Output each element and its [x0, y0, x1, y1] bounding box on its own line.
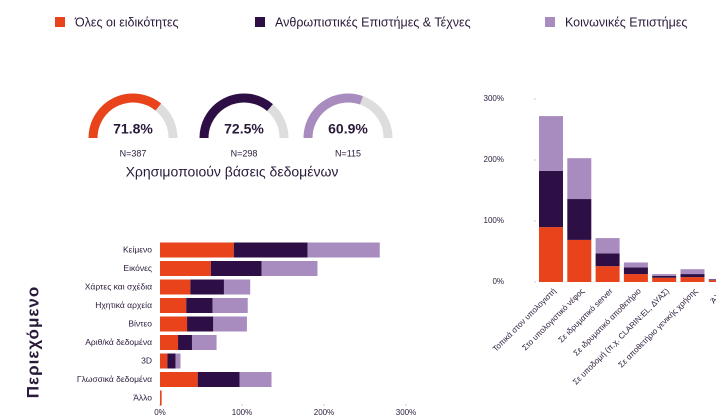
x-tick-label: 0% [154, 408, 166, 417]
bar-segment [652, 277, 677, 282]
bar-segment [160, 372, 198, 387]
axis-label: Περιεχόμενο [23, 286, 42, 399]
gauge-caption: Χρησιμοποιούν βάσεις δεδομένων [126, 164, 339, 180]
bar-segment [623, 267, 648, 275]
gauge-fill [88, 93, 162, 139]
bar-segment [567, 239, 592, 282]
category-label: Εικόνες [123, 263, 152, 273]
bar-segment [190, 279, 224, 295]
bar-segment [233, 242, 308, 258]
bar-segment [680, 277, 705, 282]
gauge-n: N=387 [120, 148, 147, 158]
category-label: Κείμενο [123, 244, 152, 254]
bar-segment [261, 261, 318, 276]
bar-segment [187, 316, 214, 332]
gauge-fill [303, 93, 363, 139]
bar-segment [191, 335, 217, 350]
bar-segment [680, 269, 705, 275]
category-label: Γλωσσικά δεδομένα [77, 374, 152, 384]
category-label: Άλλο [133, 392, 152, 402]
bar-segment [160, 353, 168, 369]
gauge-n: N=298 [231, 148, 258, 158]
bar-segment [708, 280, 716, 282]
legend-swatch [55, 17, 65, 27]
bar-segment [175, 353, 181, 369]
gauge-n: N=115 [335, 148, 361, 158]
bar-segment [539, 170, 563, 228]
gauge-value: 71.8% [113, 121, 153, 137]
legend-label: Κοινωνικές Επιστήμες [565, 15, 687, 29]
bar-segment [567, 158, 592, 200]
legend-label: Ανθρωπιστικές Επιστήμες & Τέχνες [275, 15, 471, 29]
bar-segment [213, 316, 247, 332]
bar-segment [167, 353, 176, 369]
bar-segment [595, 253, 620, 267]
bar-segment [680, 274, 705, 278]
category-label: Άλλο [709, 286, 716, 305]
bar-segment [652, 274, 677, 276]
bar-segment [160, 242, 234, 258]
bar-segment [708, 279, 716, 281]
bar-segment [623, 262, 648, 268]
bar-segment [307, 242, 380, 258]
y-tick-label: 300% [484, 94, 504, 103]
bar-segment [595, 266, 620, 282]
y-tick-label: 0% [492, 277, 504, 286]
bar-segment [567, 199, 592, 240]
x-tick-label: 300% [396, 408, 416, 417]
category-label: Ηχητικά αρχεία [95, 300, 152, 310]
legend-swatch [545, 17, 555, 27]
bar-segment [160, 316, 188, 332]
x-tick-label: 100% [232, 408, 252, 417]
category-label: Χάρτες και σχέδια [85, 281, 152, 291]
bar-segment [197, 372, 240, 387]
bar-segment [160, 279, 191, 295]
bar-segment [160, 390, 162, 406]
bar-segment [178, 335, 192, 350]
legend-label: Όλες οι ειδικότητες [74, 15, 179, 29]
bar-segment [223, 279, 251, 295]
bar-segment [212, 298, 248, 313]
category-label: Βίντεο [128, 318, 152, 328]
bar-segment [186, 298, 213, 313]
category-label: 3D [141, 355, 152, 365]
bar-segment [160, 298, 187, 313]
legend-swatch [255, 17, 265, 27]
category-label: Αριθ/κά δεδομένα [85, 337, 152, 347]
bar-segment [210, 261, 262, 276]
bar-segment [708, 278, 716, 280]
y-tick-label: 100% [484, 216, 504, 225]
bar-segment [595, 238, 620, 254]
bar-segment [160, 335, 179, 350]
bar-segment [539, 116, 563, 171]
bar-segment [652, 275, 677, 278]
y-tick-label: 200% [484, 155, 504, 164]
gauge-fill [199, 93, 273, 139]
category-label: Σε ιδρυματικό server [557, 286, 615, 344]
x-tick-label: 200% [314, 408, 334, 417]
bar-segment [160, 261, 211, 276]
gauge-value: 60.9% [328, 121, 368, 137]
bar-segment [623, 274, 648, 282]
gauge-value: 72.5% [224, 121, 264, 137]
bar-segment [539, 227, 563, 282]
bar-segment [239, 372, 272, 387]
